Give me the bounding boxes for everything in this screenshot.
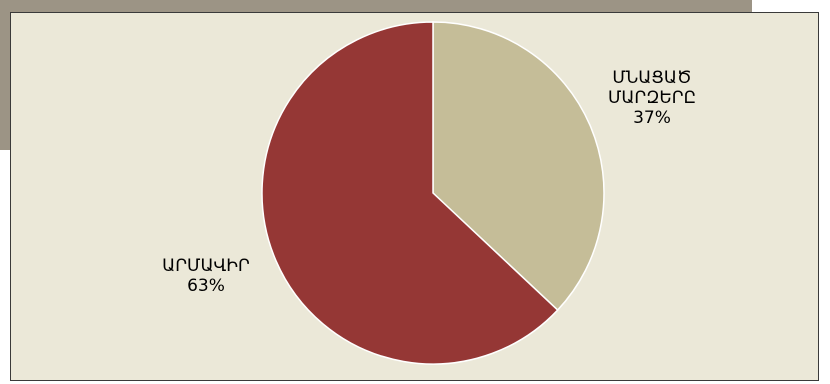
pie-slice-others	[432, 21, 605, 312]
slice-label-others-line-2: ՄԱՐԶԵՐԸ	[607, 88, 697, 108]
slice-label-others-line-1: ՄՆԱՑԱԾ	[612, 68, 692, 88]
slice-label-armavir-line-1: ԱՐՄԱՎԻՐ	[162, 256, 250, 276]
slice-label-armavir-value: 63%	[187, 276, 225, 296]
slice-label-others: ՄՆԱՑԱԾ ՄԱՐԶԵՐԸ 37%	[608, 68, 696, 128]
slice-label-others-value: 37%	[633, 108, 671, 128]
pie-chart-svg	[261, 21, 605, 365]
pie-chart: ՄՆԱՑԱԾ ՄԱՐԶԵՐԸ 37% ԱՐՄԱՎԻՐ 63%	[10, 12, 819, 381]
pie-slice-armavir	[261, 21, 559, 365]
slice-label-armavir: ԱՐՄԱՎԻՐ 63%	[162, 256, 250, 296]
